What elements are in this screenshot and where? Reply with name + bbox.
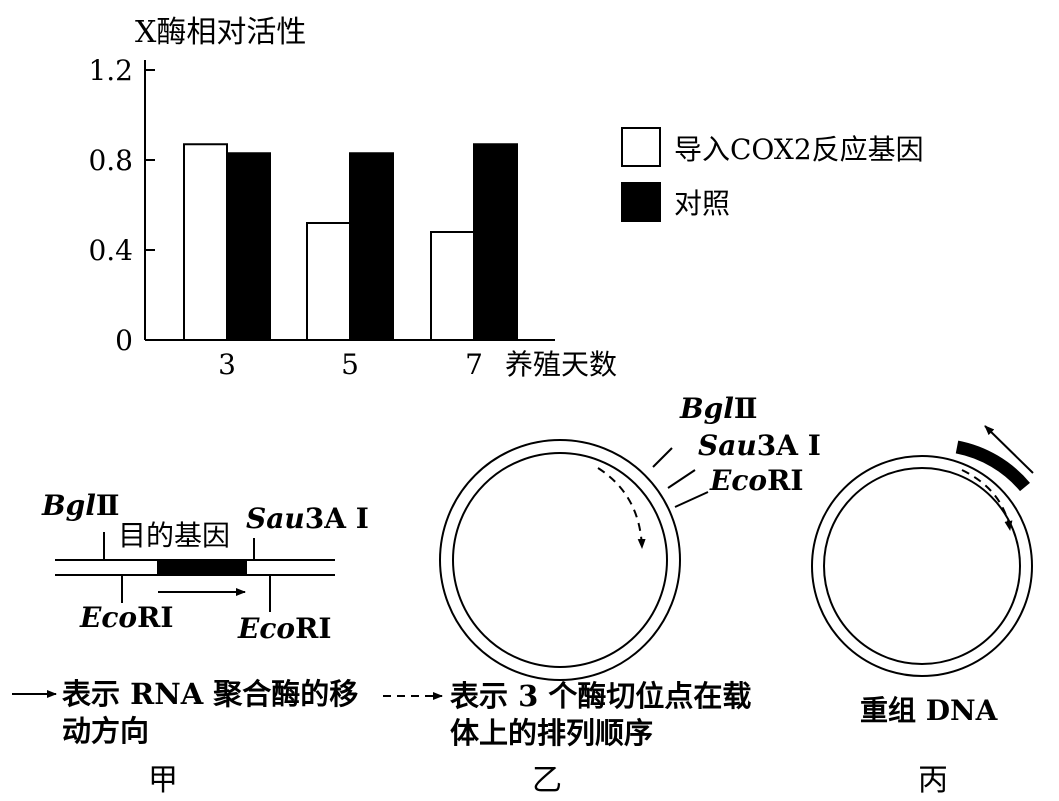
recombinant-inner	[823, 467, 1021, 665]
legend-swatch-control	[621, 182, 661, 222]
legend-dash-text-line1: 表示 3 个酶切位点在载	[450, 679, 751, 713]
plasmid-inner	[452, 452, 668, 668]
y-tick-label: 0	[115, 324, 133, 357]
legend-dash-text-line2: 体上的排列顺序	[450, 716, 653, 750]
panel-label-yi: 乙	[532, 763, 562, 798]
x-tick-label: 7	[465, 348, 483, 381]
bar-chart: X酶相对活性 1.2 0.8 0.4 0 3 5 7 养殖天数 导入COX2反应基因 对照	[88, 15, 923, 381]
bars	[183, 143, 518, 341]
bing-site-order-arrow	[961, 469, 1013, 531]
y-axis-label: X酶相对活性	[135, 15, 306, 50]
panel-label-jia: 甲	[148, 763, 178, 798]
panel-yi: BglⅡ Sau3A I EcoRI	[439, 392, 821, 681]
legend-swatch-treatment	[621, 127, 661, 167]
yi-sau-label: Sau3A I	[698, 429, 821, 462]
legend-label-treatment: 导入COX2反应基因	[674, 133, 924, 166]
bing-caption: 重组 DNA	[860, 694, 999, 727]
y-ticks: 1.2 0.8 0.4 0	[88, 54, 155, 357]
recombinant-gene-block	[955, 440, 1030, 492]
bar-treatment	[430, 231, 475, 341]
bar-control	[349, 152, 394, 341]
panel-jia: BglⅡ 目的基因 Sau3A I EcoRI EcoRI	[41, 489, 369, 645]
x-tick-label: 3	[218, 348, 236, 381]
bar-control	[226, 152, 271, 341]
legend-arrow-text-line1: 表示 RNA 聚合酶的移	[62, 677, 358, 711]
recombinant-outer	[811, 455, 1033, 677]
yi-bgl-leader	[652, 447, 673, 468]
y-tick-label: 0.8	[88, 144, 133, 177]
x-tick-label: 5	[341, 348, 359, 381]
jia-eco-label-right: EcoRI	[237, 612, 331, 645]
bar-treatment	[183, 143, 228, 341]
yi-sau-leader	[667, 469, 696, 489]
panel-label-bing: 丙	[918, 763, 948, 798]
panel-bing: 重组 DNA	[811, 425, 1034, 727]
legend-label-control: 对照	[674, 187, 730, 220]
y-tick-label: 1.2	[88, 54, 133, 87]
yi-site-order-arrow	[597, 467, 646, 549]
yi-eco-leader	[674, 491, 709, 508]
yi-eco-label: EcoRI	[709, 464, 803, 497]
legend: 导入COX2反应基因 对照	[621, 127, 924, 222]
x-axis-label: 养殖天数	[505, 348, 617, 381]
target-gene-block	[157, 560, 247, 575]
jia-bgl-label: BglⅡ	[41, 489, 120, 522]
x-ticks: 3 5 7	[218, 348, 483, 381]
bar-control	[473, 143, 518, 341]
jia-sau-label: Sau3A I	[246, 502, 369, 535]
bottom-legends: 表示 RNA 聚合酶的移 动方向 表示 3 个酶切位点在载 体上的排列顺序 甲 …	[12, 677, 948, 798]
jia-eco-label-left: EcoRI	[79, 601, 173, 634]
legend-arrow-text-line2: 动方向	[62, 714, 149, 748]
target-gene-label: 目的基因	[118, 519, 230, 552]
plasmid-outer	[439, 439, 681, 681]
yi-bgl-label: BglⅡ	[679, 392, 758, 425]
y-tick-label: 0.4	[88, 234, 133, 267]
bar-treatment	[306, 222, 351, 341]
bing-transcription-arrow	[984, 425, 1034, 474]
